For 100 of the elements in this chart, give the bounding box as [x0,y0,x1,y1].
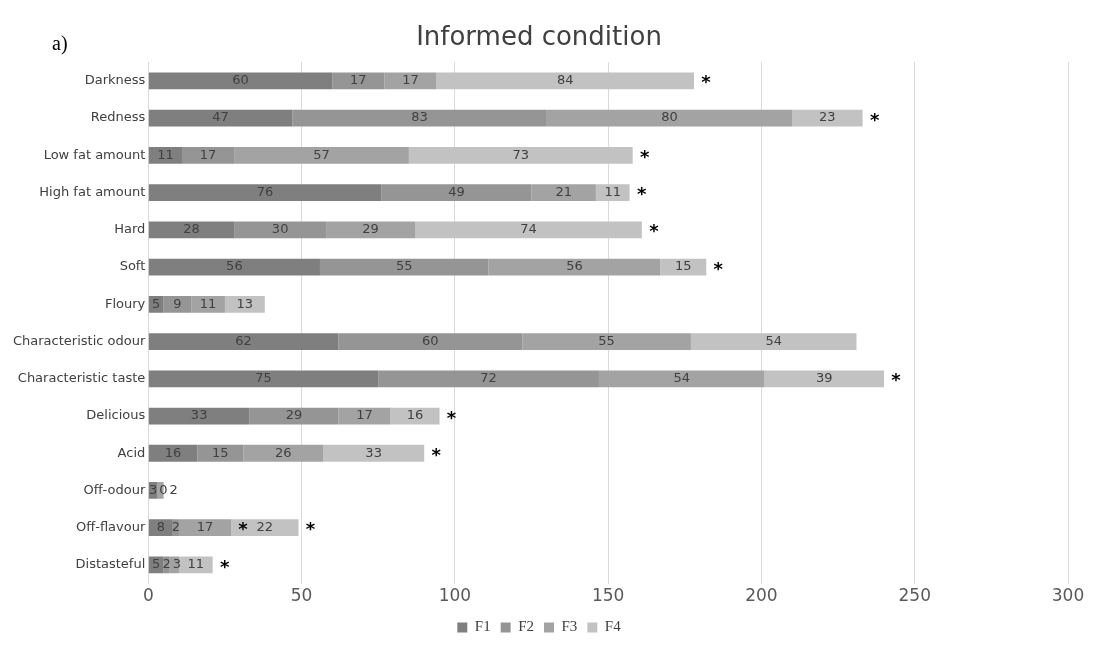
bar [595,184,630,201]
annotation: * [713,257,724,279]
data-label: 2 [169,481,178,497]
bar [338,333,523,350]
bar [148,407,250,425]
x-tick-label: 50 [290,585,313,606]
y-tick-label: Acid [117,444,146,460]
bar [197,444,244,462]
annotation: * [701,71,712,93]
data-label: 3 [149,481,158,497]
annotation: * [639,145,650,167]
data-label: 16 [406,407,424,423]
x-tick-label: 150 [591,585,625,606]
legend-label: F2 [518,618,534,635]
data-label: 8 [156,519,165,535]
data-label: 16 [164,444,182,460]
annotation: * [305,518,316,540]
bar [148,184,382,201]
data-label: 33 [365,444,382,460]
data-label: 21 [555,183,572,199]
annotation: * [636,183,647,205]
data-label: 2 [171,519,181,535]
data-label: 26 [274,444,292,460]
data-label: 17 [199,146,217,162]
y-tick-label: Distasteful [75,556,146,572]
annotation: * [219,555,230,577]
data-label: 17 [356,407,373,423]
bar [792,109,863,127]
annotation: * [238,518,249,540]
data-label: 39 [816,370,833,386]
data-label: 80 [661,109,678,125]
bar [148,258,320,276]
bar [436,72,694,90]
bar [690,333,857,350]
legend-label: F4 [604,618,622,635]
text: a) [52,32,68,55]
bar [234,221,327,239]
y-tick-label: Darkness [84,72,146,88]
data-label: 49 [448,183,465,199]
data-label: 30 [271,221,289,237]
bar [522,333,691,350]
bar [148,444,198,462]
data-label: 54 [765,332,782,348]
x-tick-label: 0 [142,585,154,606]
y-tick-label: Soft [119,258,146,274]
data-label: 84 [556,72,574,88]
data-label: 73 [512,146,530,162]
y-tick-label: Hard [114,221,146,237]
annotation: * [431,443,442,465]
y-tick-label: Off-flavour [76,519,146,535]
data-label: 60 [422,332,439,348]
bar [319,258,489,276]
bar [148,72,333,90]
legend-label: F3 [561,618,578,635]
data-label: 22 [256,519,274,535]
data-label: 62 [235,332,252,348]
y-tick-label: Delicious [86,407,146,423]
data-label: 75 [255,370,272,386]
data-label: 11 [157,146,174,162]
data-label: 5 [152,295,161,311]
data-label: 72 [480,370,497,386]
data-label: 5 [152,556,161,572]
annotation: * [891,369,902,391]
annotation: * [446,406,457,428]
data-label: 47 [212,109,229,125]
data-label: 11 [187,556,205,572]
bar [292,109,547,127]
x-tick-label: 300 [1051,585,1085,606]
bar [408,146,633,164]
data-label: 13 [236,295,254,311]
data-label: 9 [173,295,182,311]
y-tick-label: Characteristic taste [17,370,146,386]
legend-label: F1 [474,618,491,635]
bar [531,184,596,201]
bar [546,109,793,127]
data-label: 57 [313,146,330,162]
data-label: 0 [159,481,168,497]
bar [191,295,225,313]
bar [148,333,339,350]
bar [378,370,599,388]
y-tick-label: Off-odour [83,481,146,497]
data-label: 29 [362,221,379,237]
bar [178,519,232,537]
bar [148,109,293,127]
bar [488,258,661,276]
bar [764,370,885,388]
bar [182,146,235,164]
bar [234,146,409,164]
data-label: 55 [598,332,615,348]
data-label: 15 [674,258,692,274]
data-label: 11 [604,183,622,199]
data-label: 55 [396,258,413,274]
data-label: 28 [183,221,200,237]
data-label: 2 [162,556,171,572]
data-label: 3 [172,556,182,572]
bar [231,519,299,537]
bar [243,444,324,462]
bar [323,444,425,462]
x-tick-label: 200 [745,585,778,606]
data-label: 17 [402,72,419,88]
